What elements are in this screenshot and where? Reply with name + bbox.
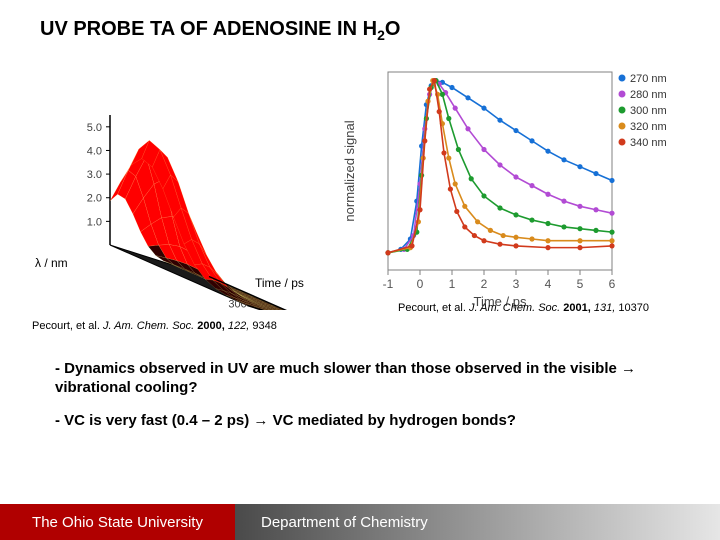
bullet-list: - Dynamics observed in UV are much slowe… [55,360,675,444]
lambda-axis-label: λ / nm [35,256,68,270]
svg-text:6: 6 [609,277,616,291]
figure-row: 5.04.03.02.01.0300350024 λ / nm Time / p… [30,60,690,320]
surface-plot-svg: 5.04.03.02.01.0300350024 [30,60,340,310]
footer-department: Department of Chemistry [235,504,720,540]
svg-text:1: 1 [449,277,456,291]
svg-text:300 nm: 300 nm [630,105,667,117]
time-axis-label: Time / ps [255,276,304,290]
svg-text:normalized signal: normalized signal [342,120,357,221]
right-decay-curves: -10123456Time / psnormalized signal270 n… [340,60,690,310]
bullet-1: - Dynamics observed in UV are much slowe… [55,360,675,398]
decay-plot-svg: -10123456Time / psnormalized signal270 n… [340,60,690,310]
svg-text:2: 2 [481,277,488,291]
bullet-2: - VC is very fast (0.4 – 2 ps) → VC medi… [55,412,675,431]
arrow-icon: → [621,360,636,377]
citation-left: Pecourt, et al. J. Am. Chem. Soc. 2000, … [32,320,277,332]
slide-title: UV PROBE TA OF ADENOSINE IN H2O [40,18,400,43]
svg-text:0: 0 [417,277,424,291]
citation-right: Pecourt, et al. J. Am. Chem. Soc. 2001, … [398,302,649,314]
svg-text:3: 3 [513,277,520,291]
svg-text:320 nm: 320 nm [630,121,667,133]
svg-text:4.0: 4.0 [87,145,102,157]
svg-text:5.0: 5.0 [87,122,102,134]
arrow-icon: → [253,412,268,429]
svg-text:1.0: 1.0 [87,216,102,228]
svg-text:280 nm: 280 nm [630,89,667,101]
svg-text:2.0: 2.0 [87,193,102,205]
svg-text:-1: -1 [383,277,394,291]
svg-text:3.0: 3.0 [87,169,102,181]
svg-text:270 nm: 270 nm [630,73,667,85]
svg-text:340 nm: 340 nm [630,137,667,149]
svg-text:4: 4 [545,277,552,291]
left-3d-surface: 5.04.03.02.01.0300350024 λ / nm Time / p… [30,60,340,310]
svg-text:5: 5 [577,277,584,291]
footer-bar: The Ohio State University Department of … [0,504,720,540]
footer-university: The Ohio State University [0,504,235,540]
